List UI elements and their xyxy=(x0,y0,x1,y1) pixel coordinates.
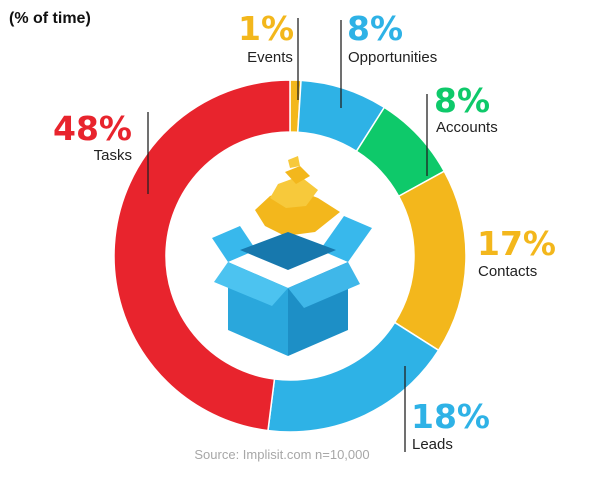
category-label-tasks: Tasks xyxy=(94,147,132,164)
category-label-events: Events xyxy=(247,49,293,66)
category-label-opportunities: Opportunities xyxy=(348,49,437,66)
chart-subtitle: (% of time) xyxy=(9,10,91,27)
open-box-icon xyxy=(212,156,372,356)
value-label-contacts: 17% xyxy=(477,224,556,263)
category-label-accounts: Accounts xyxy=(436,119,498,136)
segment-labels: 1%Events8%Opportunities8%Accounts17%Cont… xyxy=(53,9,556,453)
value-label-accounts: 8% xyxy=(434,81,490,120)
value-label-events: 1% xyxy=(238,9,294,48)
donut-ring xyxy=(113,79,467,433)
donut-segment-tasks xyxy=(113,79,291,432)
value-label-opportunities: 8% xyxy=(347,9,403,48)
value-label-leads: 18% xyxy=(411,397,490,436)
category-label-leads: Leads xyxy=(412,436,453,453)
source-note: Source: Implisit.com n=10,000 xyxy=(194,447,370,462)
donut-segment-contacts xyxy=(393,170,467,352)
category-label-contacts: Contacts xyxy=(478,263,537,280)
value-label-tasks: 48% xyxy=(53,109,132,148)
